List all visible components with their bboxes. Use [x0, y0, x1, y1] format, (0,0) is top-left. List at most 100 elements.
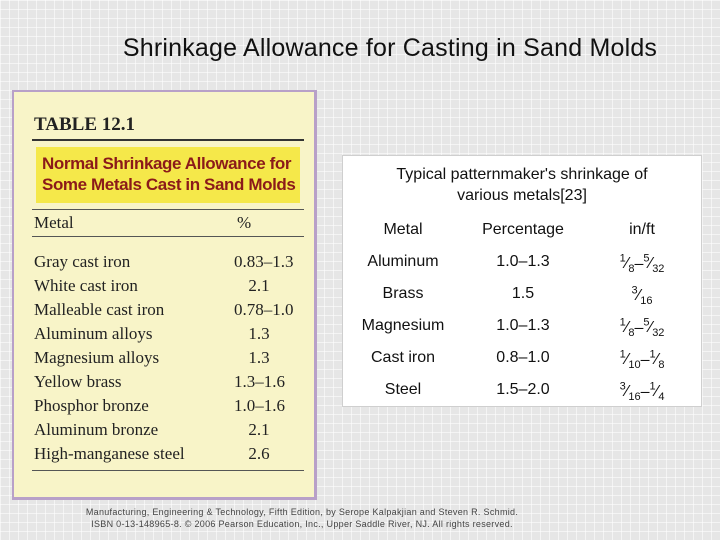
table-row: Malleable cast iron 0.78–1.0 — [34, 300, 304, 324]
table-heading-line2: Some Metals Cast in Sand Molds — [42, 175, 296, 194]
patternmaker-shrinkage-table: Typical patternmaker's shrinkage of vari… — [342, 155, 702, 407]
fraction-slash: ⁄ — [649, 319, 653, 337]
table-caption-line2: various metals[23] — [457, 187, 587, 204]
table-header-row: Metal % — [32, 209, 304, 237]
table-caption: Typical patternmaker's shrinkage of vari… — [343, 164, 701, 206]
metal-name: High-manganese steel — [34, 444, 185, 463]
shrinkage-value: 1.3–1.6 — [234, 372, 285, 391]
column-header-metal: Metal — [383, 221, 423, 238]
percentage-value: 0.8–1.0 — [496, 349, 550, 366]
table-row: Phosphor bronze 1.0–1.6 — [34, 396, 304, 420]
metal-name: Gray cast iron — [34, 252, 131, 271]
fraction-denominator: 32 — [652, 263, 665, 276]
table-bottom-rule — [32, 470, 304, 471]
fraction-numerator: 3 — [619, 381, 626, 393]
fraction-denominator: 4 — [658, 391, 665, 404]
table-row: Steel 1.5–2.0 3⁄16–1⁄4 — [343, 375, 701, 407]
fraction-separator: – — [640, 351, 650, 369]
table-header-row: Metal Percentage in/ft — [343, 215, 701, 247]
fraction-separator: – — [634, 255, 644, 273]
in-ft-value: 3⁄16–1⁄4 — [583, 381, 701, 404]
footer-line1: Manufacturing, Engineering & Technology,… — [85, 507, 519, 517]
fraction-slash: ⁄ — [637, 287, 641, 305]
metal-name: Aluminum — [367, 253, 439, 270]
shrinkage-value: 2.1 — [248, 420, 270, 439]
table-row: White cast iron 2.1 — [34, 276, 304, 300]
shrinkage-value: 0.83–1.3 — [234, 252, 294, 271]
metal-name: Magnesium — [361, 317, 445, 334]
table-heading-line1: Normal Shrinkage Allowance for — [42, 154, 292, 173]
percentage-value: 1.5 — [511, 285, 535, 302]
metal-name: Cast iron — [370, 349, 436, 366]
fraction-denominator: 32 — [652, 327, 665, 340]
metal-name: White cast iron — [34, 276, 138, 295]
fraction-slash: ⁄ — [625, 255, 629, 273]
fraction-numerator: 1 — [619, 253, 626, 265]
shrinkage-value: 2.6 — [248, 444, 270, 463]
fraction-denominator: 16 — [628, 391, 641, 404]
fraction-slash: ⁄ — [655, 383, 659, 401]
table-row: Magnesium alloys 1.3 — [34, 348, 304, 372]
table-row: Brass 1.5 3⁄16 — [343, 279, 701, 311]
table-row: Gray cast iron 0.83–1.3 — [34, 252, 304, 276]
footer-line2: ISBN 0-13-148965-8. © 2006 Pearson Educa… — [91, 519, 513, 529]
column-header-percentage: Percentage — [482, 221, 564, 238]
fraction: 1⁄8 — [650, 349, 665, 372]
metal-name: Yellow brass — [34, 372, 122, 391]
percentage-value: 1.0–1.3 — [496, 253, 550, 270]
table-row: Aluminum 1.0–1.3 1⁄8–5⁄32 — [343, 247, 701, 279]
shrinkage-value: 1.3 — [248, 324, 270, 343]
table-row: Aluminum bronze 2.1 — [34, 420, 304, 444]
fraction: 1⁄8 — [619, 253, 635, 276]
metal-name: Phosphor bronze — [34, 396, 149, 415]
fraction: 3⁄16 — [619, 381, 641, 404]
metal-name: Magnesium alloys — [34, 348, 160, 367]
copyright-footer: Manufacturing, Engineering & Technology,… — [62, 506, 542, 530]
table-12-1-panel: TABLE 12.1 Normal Shrinkage Allowance fo… — [12, 90, 317, 500]
fraction-denominator: 8 — [628, 327, 635, 340]
fraction: 1⁄4 — [650, 381, 665, 404]
fraction-slash: ⁄ — [625, 351, 629, 369]
fraction-slash: ⁄ — [625, 383, 629, 401]
metal-name: Aluminum bronze — [34, 420, 159, 439]
metal-name: Aluminum alloys — [34, 324, 153, 343]
in-ft-value: 1⁄10–1⁄8 — [583, 349, 701, 372]
shrinkage-value: 0.78–1.0 — [234, 300, 294, 319]
column-header-percent: % — [237, 213, 252, 232]
table-rows: Gray cast iron 0.83–1.3 White cast iron 2.… — [34, 252, 304, 468]
column-header-metal: Metal — [34, 213, 74, 232]
fraction-slash: ⁄ — [649, 255, 653, 273]
metal-name: Steel — [384, 381, 422, 398]
fraction: 5⁄32 — [643, 317, 664, 340]
percentage-value: 1.0–1.3 — [496, 317, 550, 334]
fraction-separator: – — [640, 383, 650, 401]
shrinkage-value: 1.3 — [248, 348, 270, 367]
table-top-rule — [32, 139, 304, 141]
fraction-slash: ⁄ — [625, 319, 629, 337]
fraction-numerator: 5 — [643, 253, 650, 265]
fraction-denominator: 8 — [658, 359, 665, 372]
shrinkage-value: 2.1 — [248, 276, 270, 295]
fraction: 3⁄16 — [631, 285, 652, 308]
table-row: Yellow brass 1.3–1.6 — [34, 372, 304, 396]
fraction-slash: ⁄ — [655, 351, 659, 369]
fraction-denominator: 10 — [628, 359, 641, 372]
fraction: 1⁄8 — [620, 317, 635, 340]
fraction: 5⁄32 — [643, 253, 664, 276]
in-ft-value: 1⁄8–5⁄32 — [583, 317, 701, 340]
table-row: Aluminum alloys 1.3 — [34, 324, 304, 348]
shrinkage-value: 1.0–1.6 — [234, 396, 285, 415]
table-label: TABLE 12.1 — [34, 114, 136, 135]
table-caption-line1: Typical patternmaker's shrinkage of — [396, 166, 648, 183]
table-row: Magnesium 1.0–1.3 1⁄8–5⁄32 — [343, 311, 701, 343]
fraction-denominator: 16 — [640, 295, 653, 308]
table-row: Cast iron 0.8–1.0 1⁄10–1⁄8 — [343, 343, 701, 375]
fraction-numerator: 3 — [631, 285, 638, 297]
percentage-value: 1.5–2.0 — [496, 381, 550, 398]
fraction: 1⁄10 — [620, 349, 641, 372]
fraction-separator: – — [634, 319, 644, 337]
table-row: High-manganese steel 2.6 — [34, 444, 304, 468]
fraction-numerator: 5 — [643, 317, 650, 329]
metal-name: Brass — [382, 285, 424, 302]
column-header-in-ft: in/ft — [629, 221, 655, 238]
